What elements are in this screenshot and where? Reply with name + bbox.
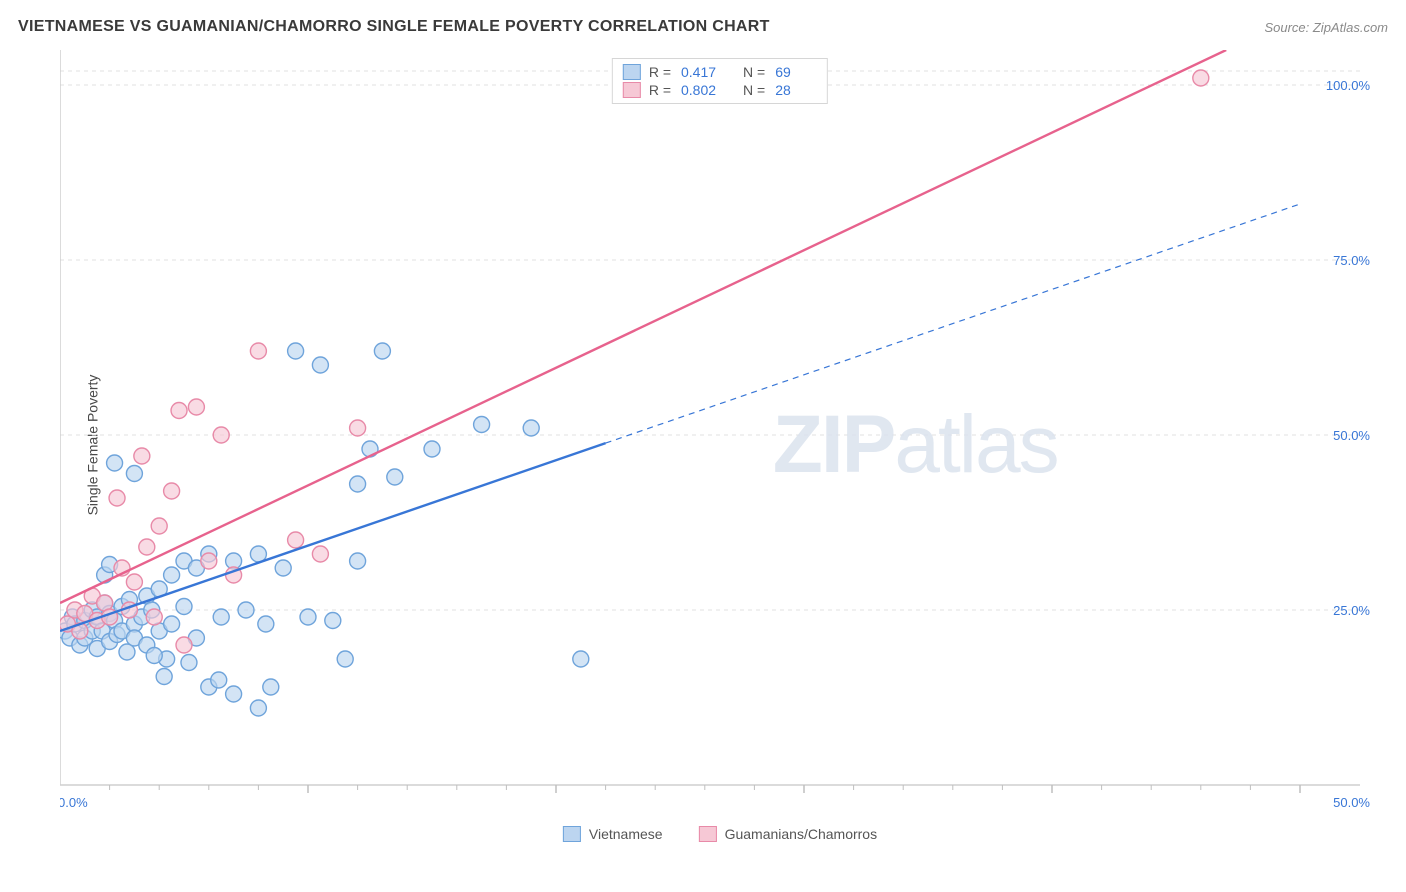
legend-swatch — [623, 64, 641, 80]
data-point — [374, 343, 390, 359]
data-point — [181, 655, 197, 671]
legend-series-item: Vietnamese — [563, 826, 663, 842]
data-point — [211, 672, 227, 688]
data-point — [263, 679, 279, 695]
regression-line-dashed — [606, 204, 1300, 443]
data-point — [474, 417, 490, 433]
x-tick-label: 50.0% — [1333, 795, 1370, 810]
data-point — [350, 420, 366, 436]
data-point — [201, 553, 217, 569]
legend-stats: R = 0.417 N = 69 R = 0.802 N = 28 — [612, 58, 828, 104]
data-point — [1193, 70, 1209, 86]
data-point — [126, 466, 142, 482]
source-label: Source: ZipAtlas.com — [1264, 20, 1388, 35]
legend-series: Vietnamese Guamanians/Chamorros — [563, 826, 877, 842]
legend-n-value: 28 — [775, 82, 817, 98]
y-tick-label: 50.0% — [1333, 428, 1370, 443]
data-point — [146, 609, 162, 625]
data-point — [387, 469, 403, 485]
legend-swatch — [623, 82, 641, 98]
chart-area: Single Female Poverty 25.0%50.0%75.0%100… — [60, 50, 1380, 840]
regression-line — [60, 50, 1226, 603]
data-point — [164, 567, 180, 583]
data-point — [288, 343, 304, 359]
data-point — [250, 343, 266, 359]
data-point — [226, 686, 242, 702]
data-point — [171, 403, 187, 419]
data-point — [139, 539, 155, 555]
legend-r-label: R = — [649, 82, 671, 98]
data-point — [213, 427, 229, 443]
legend-r-value: 0.417 — [681, 64, 723, 80]
data-point — [107, 455, 123, 471]
data-point — [523, 420, 539, 436]
data-point — [151, 518, 167, 534]
legend-series-label: Vietnamese — [589, 826, 663, 842]
legend-n-label: N = — [743, 64, 765, 80]
legend-series-item: Guamanians/Chamorros — [699, 826, 878, 842]
data-point — [275, 560, 291, 576]
x-tick-label: 0.0% — [60, 795, 88, 810]
legend-series-label: Guamanians/Chamorros — [725, 826, 878, 842]
legend-swatch — [699, 826, 717, 842]
legend-swatch — [563, 826, 581, 842]
y-tick-label: 25.0% — [1333, 603, 1370, 618]
data-point — [176, 637, 192, 653]
scatter-plot: 25.0% 50.0% 75.0% 100.0% 0.0% 50.0% — [60, 50, 1380, 840]
data-point — [188, 399, 204, 415]
data-point — [288, 532, 304, 548]
data-point — [424, 441, 440, 457]
legend-n-label: N = — [743, 82, 765, 98]
data-point — [134, 448, 150, 464]
data-point — [337, 651, 353, 667]
data-point — [350, 553, 366, 569]
legend-r-label: R = — [649, 64, 671, 80]
legend-stats-row: R = 0.417 N = 69 — [623, 63, 817, 81]
chart-title: VIETNAMESE VS GUAMANIAN/CHAMORRO SINGLE … — [18, 18, 770, 36]
data-point — [573, 651, 589, 667]
y-tick-label: 100.0% — [1326, 78, 1371, 93]
data-point — [312, 546, 328, 562]
y-tick-label: 75.0% — [1333, 253, 1370, 268]
data-point — [312, 357, 328, 373]
legend-r-value: 0.802 — [681, 82, 723, 98]
legend-n-value: 69 — [775, 64, 817, 80]
data-point — [250, 700, 266, 716]
data-point — [176, 599, 192, 615]
data-point — [146, 648, 162, 664]
data-point — [238, 602, 254, 618]
header: VIETNAMESE VS GUAMANIAN/CHAMORRO SINGLE … — [18, 18, 1388, 36]
data-point — [350, 476, 366, 492]
data-point — [164, 483, 180, 499]
data-point — [300, 609, 316, 625]
data-point — [258, 616, 274, 632]
data-point — [213, 609, 229, 625]
data-point — [325, 613, 341, 629]
data-point — [126, 574, 142, 590]
legend-stats-row: R = 0.802 N = 28 — [623, 81, 817, 99]
data-point — [109, 490, 125, 506]
data-point — [156, 669, 172, 685]
data-point — [164, 616, 180, 632]
